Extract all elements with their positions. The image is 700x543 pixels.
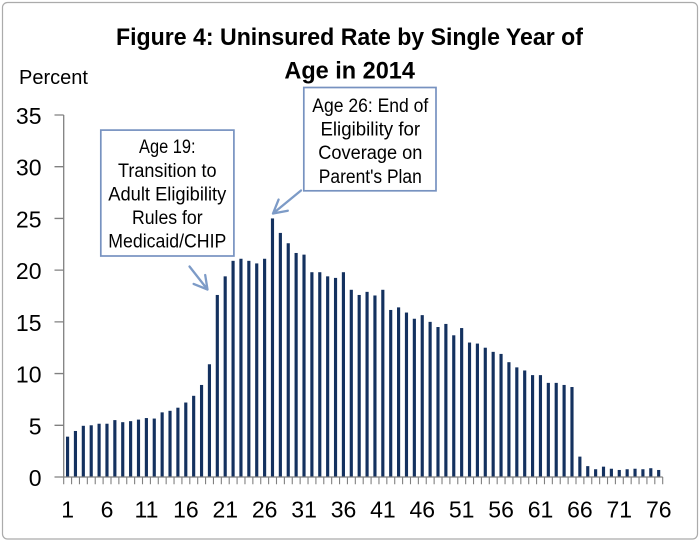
svg-text:5: 5 [29, 413, 42, 439]
svg-text:Parent's Plan: Parent's Plan [319, 167, 422, 188]
svg-text:15: 15 [16, 310, 42, 336]
svg-text:Age 26: End of: Age 26: End of [312, 96, 429, 117]
svg-text:66: 66 [567, 496, 593, 522]
svg-text:41: 41 [370, 496, 396, 522]
svg-text:61: 61 [528, 496, 554, 522]
svg-text:30: 30 [16, 155, 42, 181]
svg-text:10: 10 [16, 362, 42, 388]
svg-text:Medicaid/CHIP: Medicaid/CHIP [108, 232, 226, 253]
svg-text:20: 20 [16, 258, 42, 284]
svg-text:Rules for: Rules for [132, 208, 203, 229]
svg-text:16: 16 [173, 496, 199, 522]
svg-text:76: 76 [646, 496, 672, 522]
svg-text:26: 26 [252, 496, 278, 522]
svg-text:46: 46 [410, 496, 436, 522]
svg-text:71: 71 [607, 496, 633, 522]
svg-text:Transition to: Transition to [118, 161, 217, 182]
svg-text:Age 19:: Age 19: [139, 137, 196, 158]
svg-text:56: 56 [488, 496, 514, 522]
svg-text:31: 31 [291, 496, 317, 522]
svg-text:Percent: Percent [19, 67, 88, 89]
svg-text:36: 36 [331, 496, 357, 522]
svg-text:21: 21 [213, 496, 239, 522]
svg-text:Eligibility for: Eligibility for [320, 120, 420, 141]
svg-text:1: 1 [61, 496, 74, 522]
svg-text:6: 6 [101, 496, 114, 522]
svg-text:Adult Eligibility: Adult Eligibility [108, 184, 226, 205]
svg-text:51: 51 [449, 496, 475, 522]
svg-text:Coverage on: Coverage on [318, 143, 422, 164]
svg-text:35: 35 [16, 103, 42, 129]
svg-text:Age in 2014: Age in 2014 [284, 58, 415, 85]
svg-text:25: 25 [16, 206, 42, 232]
svg-text:11: 11 [135, 496, 159, 522]
svg-text:0: 0 [29, 465, 42, 491]
svg-text:Figure 4: Uninsured Rate by Si: Figure 4: Uninsured Rate by Single Year … [116, 24, 584, 51]
